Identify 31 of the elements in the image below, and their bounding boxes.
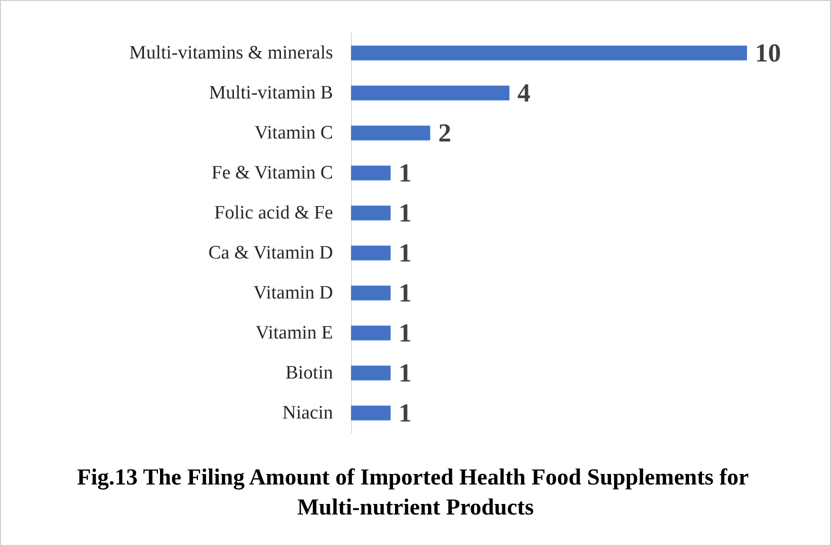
y-tick-label: Niacin <box>282 402 334 424</box>
y-tick-label: Biotin <box>285 362 334 384</box>
data-label: 10 <box>755 38 781 68</box>
bar <box>351 86 510 100</box>
data-label: 1 <box>398 278 412 308</box>
y-tick-label: Fe & Vitamin C <box>212 162 333 184</box>
data-label: 1 <box>398 198 412 228</box>
bar <box>351 406 391 420</box>
bar <box>351 366 391 380</box>
data-label: 2 <box>438 118 452 148</box>
text: Fig.13 The Filing Amount of Imported Health Food Supplements for Multi-nutrient Products <box>76 464 754 520</box>
y-tick-label: Ca & Vitamin D <box>208 242 333 264</box>
data-label: 1 <box>398 238 412 268</box>
data-label: 1 <box>398 318 412 348</box>
bar <box>351 126 430 140</box>
data-label: 1 <box>398 158 412 188</box>
bar <box>351 46 747 60</box>
y-tick-label: Vitamin E <box>256 322 333 344</box>
data-label: 1 <box>398 398 412 428</box>
bar <box>351 166 391 180</box>
y-tick-label: Folic acid & Fe <box>214 202 333 224</box>
data-label: 1 <box>398 358 412 388</box>
bar <box>351 246 391 260</box>
bar <box>351 286 391 300</box>
y-tick-label: Vitamin D <box>253 282 333 304</box>
bar <box>351 206 391 220</box>
bar <box>351 326 391 340</box>
y-tick-label: Vitamin C <box>254 122 333 144</box>
data-label: 4 <box>517 78 530 108</box>
y-tick-label: Multi-vitamins & minerals <box>129 42 333 64</box>
y-tick-label: Multi-vitamin B <box>208 82 333 104</box>
